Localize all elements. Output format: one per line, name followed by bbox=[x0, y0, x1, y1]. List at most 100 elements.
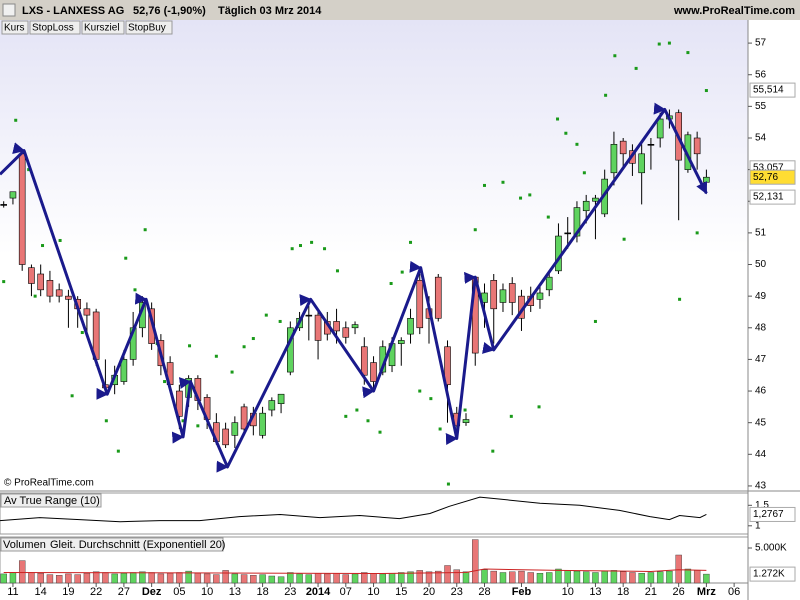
value-marker bbox=[749, 506, 796, 522]
volume-bar bbox=[148, 572, 155, 584]
y-tick-label: 43 bbox=[755, 481, 767, 492]
candle-body bbox=[592, 197, 599, 202]
candle-body bbox=[120, 359, 128, 382]
x-tick-label: 18 bbox=[256, 586, 268, 598]
header-bar bbox=[0, 0, 800, 20]
candle-body bbox=[83, 308, 91, 316]
candle-body bbox=[407, 317, 414, 335]
target-dot bbox=[80, 331, 84, 335]
volume-bar bbox=[536, 572, 544, 584]
target-dot bbox=[473, 228, 477, 232]
target-dot bbox=[33, 294, 37, 298]
target-dot bbox=[104, 419, 108, 423]
candle-body bbox=[46, 280, 54, 297]
legend-button[interactable] bbox=[125, 20, 173, 35]
x-tick-label: 06 bbox=[728, 586, 740, 598]
volume-bar bbox=[351, 573, 359, 584]
quote: 52,76 (-1,90%) bbox=[133, 5, 206, 17]
target-dot bbox=[604, 93, 608, 97]
candle-body bbox=[619, 140, 627, 155]
volume-bar bbox=[213, 574, 220, 584]
x-tick-label: 10 bbox=[201, 586, 213, 598]
target-dot bbox=[400, 270, 404, 274]
x-tick-label: 13 bbox=[589, 586, 601, 598]
value-marker-label: 1.272K bbox=[753, 569, 785, 580]
volume-bar bbox=[0, 573, 7, 584]
volume-bar bbox=[509, 571, 516, 584]
target-dot bbox=[196, 424, 200, 428]
volume-bar bbox=[582, 571, 590, 584]
candle-body bbox=[647, 144, 655, 146]
volume-bar bbox=[185, 570, 192, 584]
x-tick-label: 15 bbox=[395, 586, 407, 598]
target-dot bbox=[657, 42, 661, 46]
volume-bar bbox=[314, 572, 322, 584]
volume-bar bbox=[647, 572, 655, 584]
candle-body bbox=[536, 292, 544, 300]
volume-bar bbox=[435, 570, 442, 584]
volume-bar bbox=[666, 570, 673, 584]
volume-bar bbox=[490, 570, 497, 584]
y-tick-label: 1,5 bbox=[755, 500, 769, 511]
target-dot bbox=[634, 66, 638, 70]
y-tick-label: 57 bbox=[755, 38, 767, 49]
panel-label-bg bbox=[0, 537, 224, 552]
target-dot bbox=[582, 171, 586, 175]
candle-body bbox=[462, 419, 470, 423]
x-tick-label: 14 bbox=[35, 586, 47, 598]
candle-body bbox=[370, 362, 377, 382]
volume-bar bbox=[407, 571, 414, 584]
volume-bar bbox=[9, 572, 17, 584]
target-dot bbox=[546, 215, 550, 219]
period: Täglich 03 Mrz 2014 bbox=[218, 5, 322, 17]
x-tick-label: 07 bbox=[340, 586, 352, 598]
volume-bar bbox=[425, 571, 433, 584]
candle-body bbox=[490, 280, 498, 310]
candle-body bbox=[277, 393, 285, 404]
legend-button-label: StopLoss bbox=[32, 23, 74, 34]
legend-button[interactable] bbox=[29, 20, 81, 35]
legend-button[interactable] bbox=[1, 20, 29, 35]
x-tick-label: 22 bbox=[90, 586, 102, 598]
value-marker bbox=[749, 566, 796, 582]
volume-bar bbox=[324, 573, 331, 584]
y-tick-label: 45 bbox=[755, 417, 767, 428]
volume-bar bbox=[277, 576, 285, 584]
header-icon[interactable] bbox=[2, 3, 16, 17]
target-dot bbox=[58, 238, 62, 242]
target-dot bbox=[501, 180, 505, 184]
x-tick-label: 23 bbox=[451, 586, 463, 598]
volume-bar bbox=[305, 574, 313, 584]
y-tick-label: 1 bbox=[755, 520, 761, 531]
zigzag-line bbox=[0, 102, 708, 473]
target-dot bbox=[70, 394, 74, 398]
volume-bar bbox=[555, 568, 562, 584]
volume-bar bbox=[46, 574, 54, 584]
x-tick-label: 05 bbox=[173, 586, 185, 598]
target-dot bbox=[438, 427, 442, 431]
volume-bar bbox=[65, 573, 72, 584]
target-dot bbox=[482, 183, 486, 187]
target-dot bbox=[528, 193, 532, 197]
volume-bar bbox=[527, 572, 534, 584]
volume-bar bbox=[592, 572, 599, 584]
x-tick-label: 18 bbox=[617, 586, 629, 598]
candle-body bbox=[333, 321, 340, 332]
target-dot bbox=[116, 449, 120, 453]
value-marker-label: 1,2767 bbox=[753, 509, 784, 520]
volume-bar bbox=[231, 573, 239, 584]
target-dot bbox=[251, 337, 255, 341]
volume-bar bbox=[259, 574, 266, 584]
volume-bar bbox=[481, 569, 488, 584]
candle-body bbox=[259, 412, 266, 436]
volume-bar bbox=[601, 570, 608, 584]
target-dot bbox=[564, 131, 568, 135]
volume-bar bbox=[453, 569, 460, 584]
legend-button[interactable] bbox=[81, 20, 125, 35]
candle-body bbox=[434, 276, 442, 319]
target-dot bbox=[491, 449, 495, 453]
target-dot bbox=[704, 89, 708, 93]
volume-bar bbox=[55, 575, 63, 584]
x-tick-label: 26 bbox=[673, 586, 685, 598]
target-dot bbox=[409, 240, 413, 244]
